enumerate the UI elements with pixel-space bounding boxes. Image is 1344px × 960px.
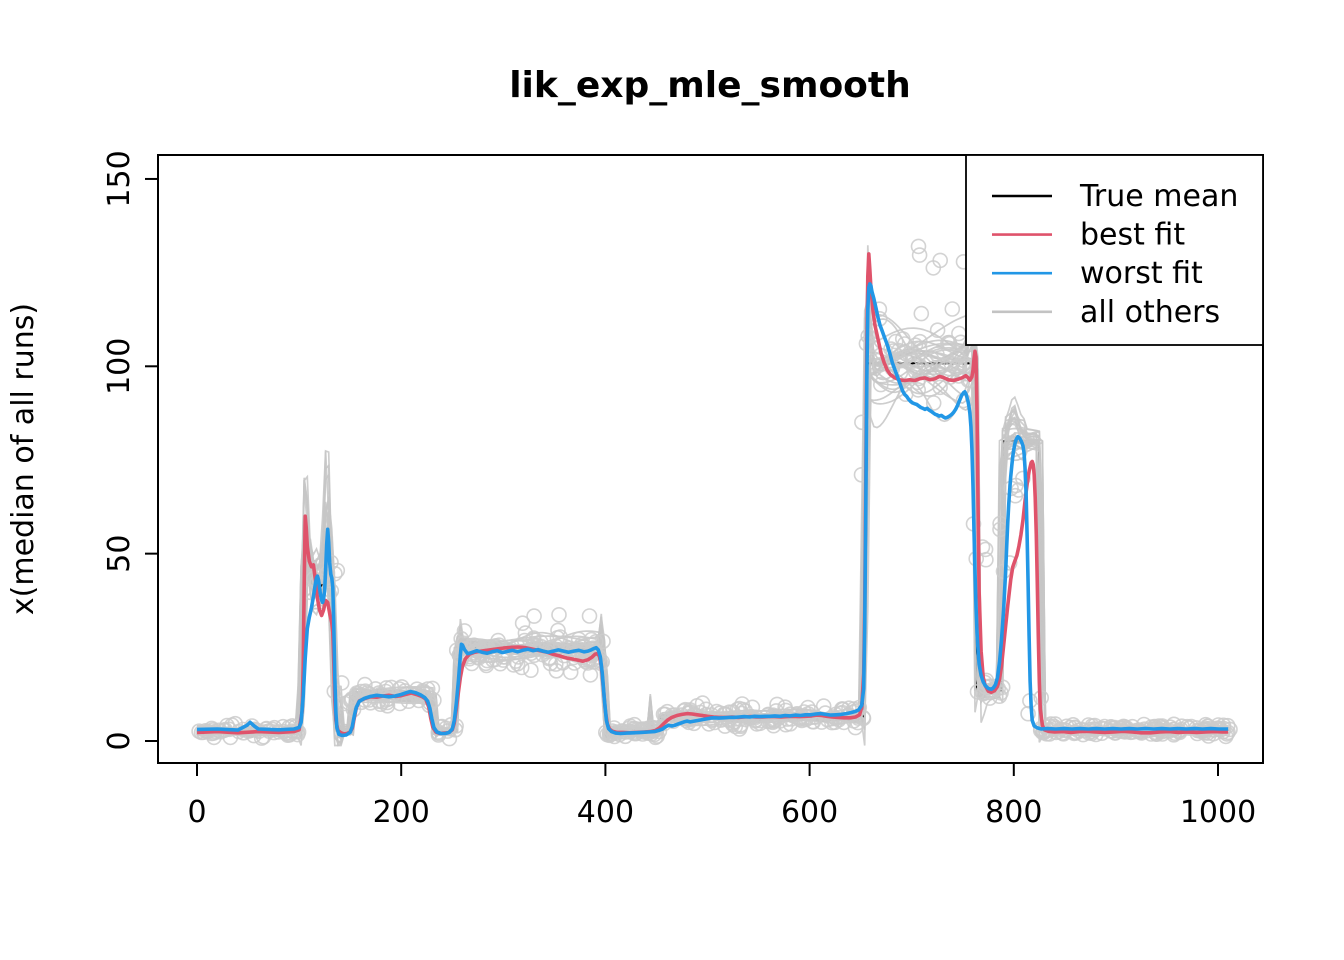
y-axis-label: x(median of all runs) <box>6 303 41 615</box>
series-worst-fit <box>196 282 1229 738</box>
x-tick-label: 200 <box>373 795 430 830</box>
series-true-mean <box>197 362 1229 733</box>
y-tick-label: 100 <box>102 338 137 395</box>
legend-label-true-mean: True mean <box>1079 179 1238 214</box>
x-tick-label: 400 <box>577 795 634 830</box>
series-layer <box>191 236 1238 747</box>
chart-title: lik_exp_mle_smooth <box>509 65 911 106</box>
y-tick-label: 150 <box>102 150 137 207</box>
legend-box <box>965 154 1264 346</box>
x-tick-label: 600 <box>781 795 838 830</box>
legend-label-best-fit: best fit <box>1080 218 1185 253</box>
x-tick-label: 1000 <box>1180 795 1256 830</box>
legend-label-all-others: all others <box>1080 295 1220 330</box>
legend-label-worst-fit: worst fit <box>1080 256 1203 291</box>
x-tick-label: 800 <box>985 795 1042 830</box>
y-tick-label: 50 <box>102 535 137 573</box>
y-tick-label: 0 <box>102 731 137 750</box>
x-tick-label: 0 <box>187 795 206 830</box>
plot-frame <box>157 154 1264 764</box>
axes-layer: 0 200 400 600 800 1000 0 50 100 150 <box>102 150 1256 830</box>
